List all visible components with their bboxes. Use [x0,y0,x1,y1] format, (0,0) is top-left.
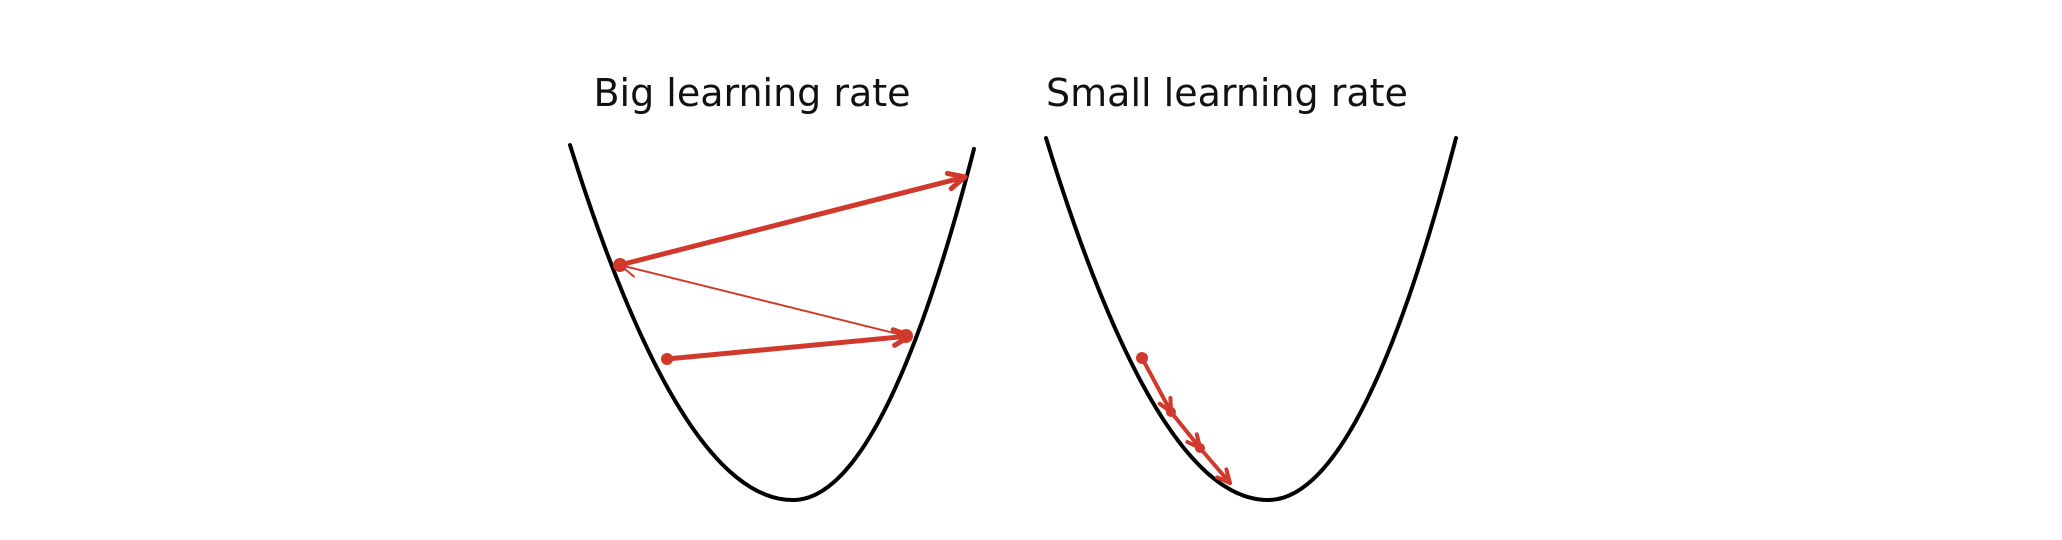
loss-curve-left [568,143,976,502]
panel-small-learning-rate: Small learning rate [1044,71,1458,502]
gradient-steps-left [613,170,968,365]
small-step-point-2 [1166,407,1176,417]
panel-big-learning-rate: Big learning rate [568,71,976,502]
small-step-arrow-1 [1140,356,1173,414]
gradient-steps-right [1136,352,1232,485]
small-step-point-3 [1195,443,1205,453]
step-point-2 [899,329,913,343]
small-step-arrow-3 [1198,446,1232,485]
step-arrow-3 [617,174,968,268]
loss-curve-right [1044,136,1458,502]
small-step-start-point [1136,352,1148,364]
panel-title-small: Small learning rate [1046,71,1408,115]
step-arrow-1 [664,333,913,362]
step-point-3 [613,258,627,272]
step-arrow-3-head [944,170,968,192]
step-start-point [661,353,673,365]
panel-title-big: Big learning rate [593,71,910,115]
step-arrow-2 [619,264,907,337]
small-step-arrow-3-head [1215,467,1232,485]
small-step-arrow-2 [1169,410,1202,450]
